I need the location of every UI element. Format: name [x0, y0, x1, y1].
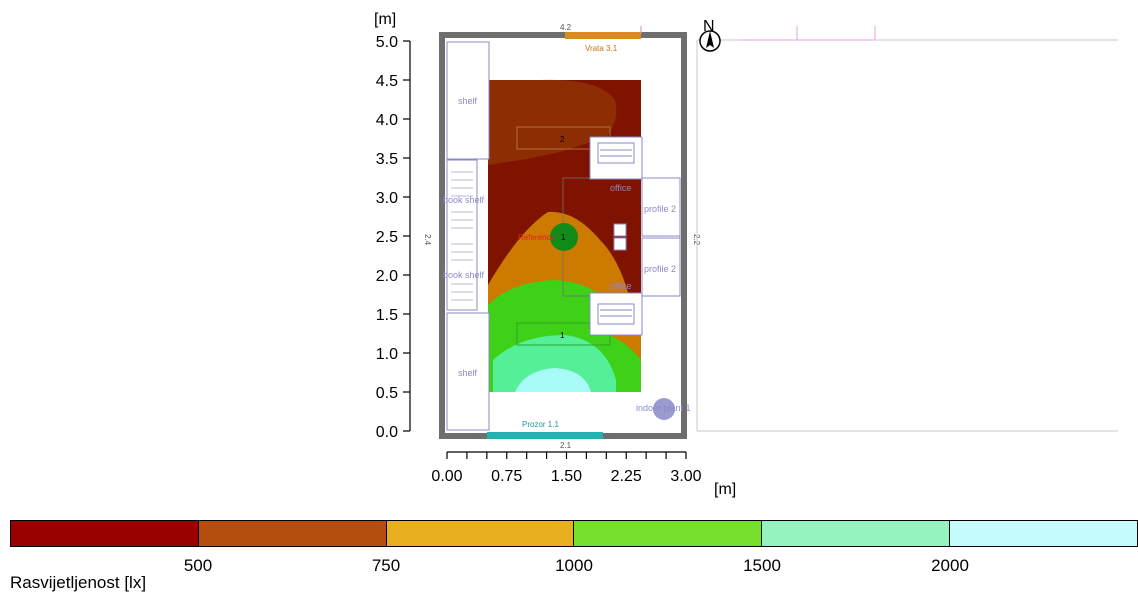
isolux-500-750: [488, 79, 617, 165]
y-tick-label: 0.0: [376, 424, 398, 441]
y-tick-label: 5.0: [376, 34, 398, 51]
y-tick-label: 3.0: [376, 190, 398, 207]
door-label: Vrata 3.1: [585, 44, 618, 53]
shelf-bottom-label: shelf: [458, 368, 478, 378]
indoor-plant-label: indoor plant 1: [636, 403, 691, 413]
legend-swatch: [950, 521, 1138, 546]
office-label-2: office: [610, 281, 631, 291]
profile-cabinet-1: [641, 177, 681, 237]
profile-cabinet-2: [641, 237, 681, 297]
y-tick-label: 0.5: [376, 385, 398, 402]
dim-left-label: 2.4: [423, 234, 432, 246]
room: Vrata 3.1 Prozor 1.1 4.2 2.1 2.4 2.2 she…: [423, 23, 701, 450]
y-tick-label: 4.0: [376, 112, 398, 129]
zone-1-label: 1: [560, 331, 565, 340]
x-tick-label: 1.50: [551, 468, 582, 485]
shelf-top-label: shelf: [458, 96, 478, 106]
y-tick-label: 2.5: [376, 229, 398, 246]
isolux-above-2000: [515, 368, 591, 392]
compass-needle-icon: [706, 31, 714, 48]
legend-tick-label: 1500: [743, 556, 781, 575]
book-shelf-area: [446, 159, 478, 311]
office-label-1: office: [610, 183, 631, 193]
y-tick-label: 4.5: [376, 73, 398, 90]
y-tick-label: 2.0: [376, 268, 398, 285]
compass: N: [699, 18, 721, 52]
office-desk-1: [589, 136, 643, 180]
compass-north-label: N: [703, 18, 715, 35]
x-axis-unit: [m]: [714, 481, 736, 498]
legend-tick-label: 1000: [555, 556, 593, 575]
luminaire: [550, 223, 578, 251]
y-tick-label: 1.0: [376, 346, 398, 363]
window: [487, 432, 603, 439]
y-tick-label: 3.5: [376, 151, 398, 168]
legend-tick-label: 500: [183, 556, 213, 575]
legend-tick-label: 2000: [931, 556, 969, 575]
x-tick-label: 0.00: [431, 468, 462, 485]
luminaire-label: 1: [561, 233, 566, 242]
profile-label-1: profile 2: [644, 204, 676, 214]
zone-2-label: 2: [560, 135, 565, 144]
y-tick-label: 1.5: [376, 307, 398, 324]
legend-swatch: [762, 521, 951, 546]
legend-swatch: [198, 521, 387, 546]
dim-top-label: 4.2: [560, 23, 572, 32]
floor-plan: [m] 5.0 4.5 4.0 3.5 3.0 2.5 2.0 1.5 1.0 0.5 0.0 0.…: [374, 11, 1118, 498]
window-label: Prozor 1.1: [522, 420, 559, 429]
x-tick-label: 2.25: [611, 468, 642, 485]
isolux-1500-2000: [493, 335, 616, 392]
chair-2: [613, 237, 627, 251]
door: [565, 32, 641, 39]
book-shelf-label-1: book shelf: [443, 195, 485, 205]
office-desk-2: [589, 292, 643, 336]
illuminance-legend-bar: [10, 520, 1138, 547]
adjacent-frame: [696, 26, 1118, 432]
y-axis-unit: [m]: [374, 11, 396, 28]
shelf-bottom: [446, 312, 490, 431]
shelf-top: [446, 41, 490, 160]
profile-label-2: profile 2: [644, 264, 676, 274]
isolux-map: [488, 79, 641, 392]
reference-label: Reference: [518, 233, 555, 242]
x-tick-label: 0.75: [491, 468, 522, 485]
legend-tick-label: 750: [371, 556, 401, 575]
chair-1: [613, 223, 627, 237]
book-shelf-lines: [451, 171, 473, 301]
x-axis: 0.00 0.75 1.50 2.25 3.00 [m]: [431, 451, 736, 498]
legend-swatch: [11, 521, 199, 546]
legend-swatch: [386, 521, 575, 546]
x-tick-label: 3.00: [670, 468, 701, 485]
legend-swatch: [574, 521, 763, 546]
dim-bottom-label: 2.1: [560, 441, 572, 450]
legend-title: Rasvijetljenost [lx]: [10, 573, 147, 592]
indoor-plant: [653, 398, 675, 420]
book-shelf-label-2: book shelf: [443, 270, 485, 280]
y-axis: [m] 5.0 4.5 4.0 3.5 3.0 2.5 2.0 1.5 1.0 0.5 0.0: [374, 11, 411, 441]
